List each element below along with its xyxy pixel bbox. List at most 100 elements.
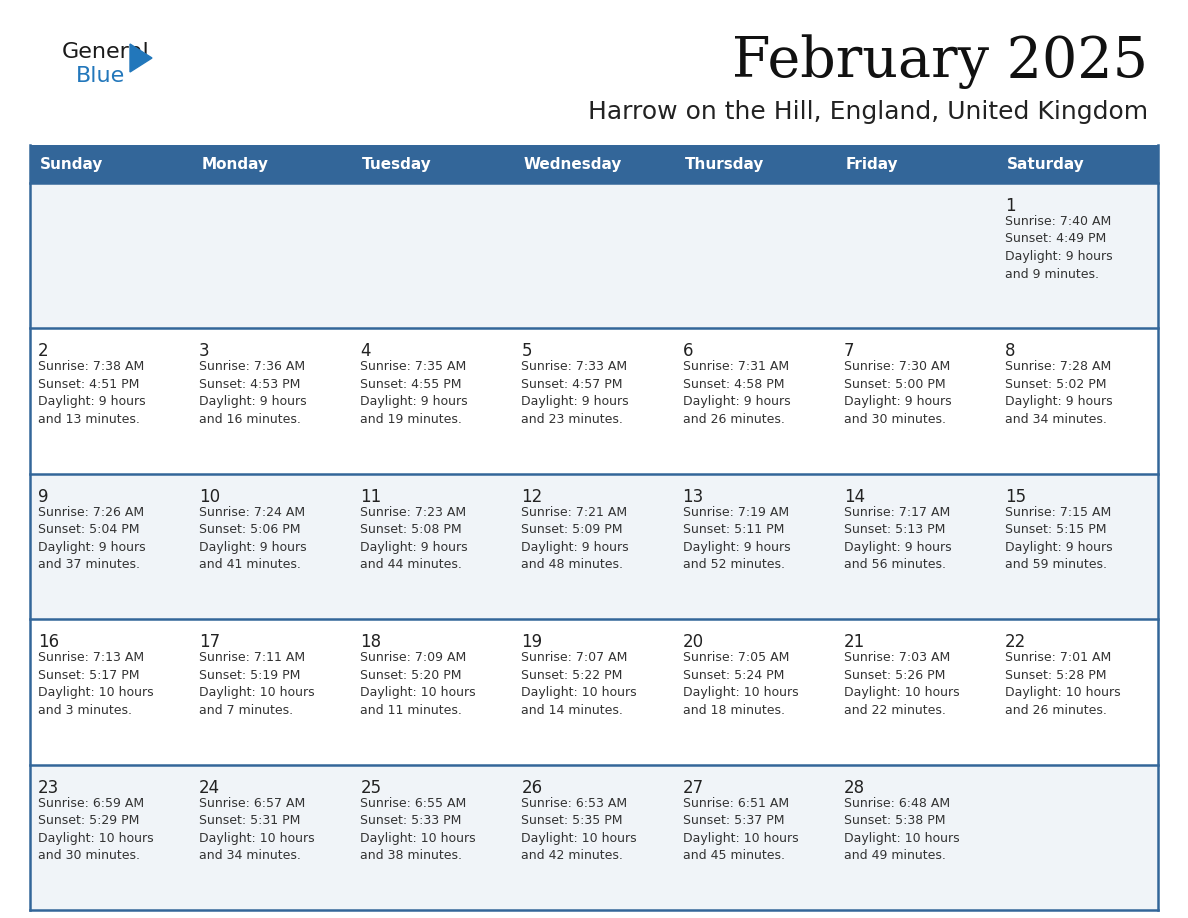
Text: and 44 minutes.: and 44 minutes. (360, 558, 462, 571)
Text: Daylight: 9 hours: Daylight: 9 hours (360, 541, 468, 554)
Text: Sunrise: 7:24 AM: Sunrise: 7:24 AM (200, 506, 305, 519)
Text: Wednesday: Wednesday (524, 156, 621, 172)
Text: Sunrise: 6:53 AM: Sunrise: 6:53 AM (522, 797, 627, 810)
Text: Sunset: 5:33 PM: Sunset: 5:33 PM (360, 814, 462, 827)
Text: Daylight: 10 hours: Daylight: 10 hours (360, 686, 476, 700)
Text: and 48 minutes.: and 48 minutes. (522, 558, 624, 571)
Text: Sunrise: 6:59 AM: Sunrise: 6:59 AM (38, 797, 144, 810)
Text: Daylight: 10 hours: Daylight: 10 hours (200, 686, 315, 700)
Text: 3: 3 (200, 342, 210, 361)
Text: and 38 minutes.: and 38 minutes. (360, 849, 462, 862)
Text: Daylight: 9 hours: Daylight: 9 hours (683, 541, 790, 554)
Text: and 11 minutes.: and 11 minutes. (360, 704, 462, 717)
Text: Daylight: 9 hours: Daylight: 9 hours (1005, 250, 1112, 263)
Text: and 34 minutes.: and 34 minutes. (1005, 413, 1107, 426)
Text: Sunset: 5:15 PM: Sunset: 5:15 PM (1005, 523, 1106, 536)
Text: Sunset: 5:08 PM: Sunset: 5:08 PM (360, 523, 462, 536)
Text: Sunset: 4:58 PM: Sunset: 4:58 PM (683, 378, 784, 391)
Text: Sunrise: 6:57 AM: Sunrise: 6:57 AM (200, 797, 305, 810)
Text: 10: 10 (200, 487, 220, 506)
Text: 15: 15 (1005, 487, 1026, 506)
Text: Sunrise: 7:01 AM: Sunrise: 7:01 AM (1005, 651, 1111, 665)
Text: Daylight: 10 hours: Daylight: 10 hours (38, 686, 153, 700)
Text: Sunset: 5:06 PM: Sunset: 5:06 PM (200, 523, 301, 536)
Text: and 26 minutes.: and 26 minutes. (1005, 704, 1107, 717)
Polygon shape (129, 44, 152, 72)
Text: 25: 25 (360, 778, 381, 797)
Text: Sunrise: 7:21 AM: Sunrise: 7:21 AM (522, 506, 627, 519)
Text: and 59 minutes.: and 59 minutes. (1005, 558, 1107, 571)
Text: Sunrise: 6:48 AM: Sunrise: 6:48 AM (843, 797, 950, 810)
Text: Sunset: 5:31 PM: Sunset: 5:31 PM (200, 814, 301, 827)
Text: 20: 20 (683, 633, 703, 651)
Text: 5: 5 (522, 342, 532, 361)
Text: 28: 28 (843, 778, 865, 797)
Text: Friday: Friday (846, 156, 898, 172)
Text: 8: 8 (1005, 342, 1016, 361)
Text: Sunday: Sunday (40, 156, 103, 172)
Text: Daylight: 10 hours: Daylight: 10 hours (1005, 686, 1120, 700)
Text: and 37 minutes.: and 37 minutes. (38, 558, 140, 571)
Text: 4: 4 (360, 342, 371, 361)
Text: Daylight: 9 hours: Daylight: 9 hours (360, 396, 468, 409)
Text: Tuesday: Tuesday (362, 156, 432, 172)
Text: Sunrise: 7:17 AM: Sunrise: 7:17 AM (843, 506, 950, 519)
Text: Sunset: 5:26 PM: Sunset: 5:26 PM (843, 668, 946, 682)
Text: Harrow on the Hill, England, United Kingdom: Harrow on the Hill, England, United King… (588, 100, 1148, 124)
Text: Sunrise: 7:23 AM: Sunrise: 7:23 AM (360, 506, 467, 519)
Text: and 42 minutes.: and 42 minutes. (522, 849, 624, 862)
Text: 17: 17 (200, 633, 220, 651)
Text: and 3 minutes.: and 3 minutes. (38, 704, 132, 717)
Text: 26: 26 (522, 778, 543, 797)
Text: Daylight: 10 hours: Daylight: 10 hours (683, 832, 798, 845)
Text: Sunset: 4:49 PM: Sunset: 4:49 PM (1005, 232, 1106, 245)
Text: Sunset: 5:28 PM: Sunset: 5:28 PM (1005, 668, 1106, 682)
Text: Sunrise: 7:38 AM: Sunrise: 7:38 AM (38, 361, 144, 374)
Text: Sunset: 5:02 PM: Sunset: 5:02 PM (1005, 378, 1106, 391)
Bar (997, 145, 1158, 183)
Bar (675, 145, 835, 183)
Text: Sunset: 5:38 PM: Sunset: 5:38 PM (843, 814, 946, 827)
Text: Sunset: 5:19 PM: Sunset: 5:19 PM (200, 668, 301, 682)
Text: Sunset: 5:29 PM: Sunset: 5:29 PM (38, 814, 139, 827)
Text: Sunset: 4:51 PM: Sunset: 4:51 PM (38, 378, 139, 391)
Text: Daylight: 9 hours: Daylight: 9 hours (843, 396, 952, 409)
Text: Blue: Blue (76, 66, 125, 86)
Text: Sunset: 5:13 PM: Sunset: 5:13 PM (843, 523, 946, 536)
Text: Sunset: 4:53 PM: Sunset: 4:53 PM (200, 378, 301, 391)
Text: and 52 minutes.: and 52 minutes. (683, 558, 784, 571)
Text: Monday: Monday (201, 156, 268, 172)
Text: February 2025: February 2025 (732, 35, 1148, 89)
Text: Sunrise: 7:03 AM: Sunrise: 7:03 AM (843, 651, 950, 665)
Text: Sunrise: 6:55 AM: Sunrise: 6:55 AM (360, 797, 467, 810)
Text: Sunrise: 7:09 AM: Sunrise: 7:09 AM (360, 651, 467, 665)
Text: and 16 minutes.: and 16 minutes. (200, 413, 301, 426)
Text: 12: 12 (522, 487, 543, 506)
Text: Sunset: 5:04 PM: Sunset: 5:04 PM (38, 523, 139, 536)
Text: 2: 2 (38, 342, 49, 361)
Text: Daylight: 10 hours: Daylight: 10 hours (200, 832, 315, 845)
Text: Sunrise: 7:13 AM: Sunrise: 7:13 AM (38, 651, 144, 665)
Text: Daylight: 10 hours: Daylight: 10 hours (522, 832, 637, 845)
Text: Sunset: 5:35 PM: Sunset: 5:35 PM (522, 814, 623, 827)
Text: 27: 27 (683, 778, 703, 797)
Text: Sunset: 5:24 PM: Sunset: 5:24 PM (683, 668, 784, 682)
Text: 24: 24 (200, 778, 220, 797)
Text: 16: 16 (38, 633, 59, 651)
Text: 22: 22 (1005, 633, 1026, 651)
Bar (30, 329, 1158, 474)
Text: 18: 18 (360, 633, 381, 651)
Text: Sunrise: 7:11 AM: Sunrise: 7:11 AM (200, 651, 305, 665)
Text: 14: 14 (843, 487, 865, 506)
Text: Sunrise: 7:26 AM: Sunrise: 7:26 AM (38, 506, 144, 519)
Text: and 49 minutes.: and 49 minutes. (843, 849, 946, 862)
Text: Sunrise: 7:30 AM: Sunrise: 7:30 AM (843, 361, 950, 374)
Text: 9: 9 (38, 487, 49, 506)
Text: Daylight: 9 hours: Daylight: 9 hours (683, 396, 790, 409)
Text: and 26 minutes.: and 26 minutes. (683, 413, 784, 426)
Text: Daylight: 9 hours: Daylight: 9 hours (38, 396, 146, 409)
Text: and 45 minutes.: and 45 minutes. (683, 849, 784, 862)
Text: and 41 minutes.: and 41 minutes. (200, 558, 301, 571)
Text: Sunset: 4:55 PM: Sunset: 4:55 PM (360, 378, 462, 391)
Bar (30, 183, 1158, 329)
